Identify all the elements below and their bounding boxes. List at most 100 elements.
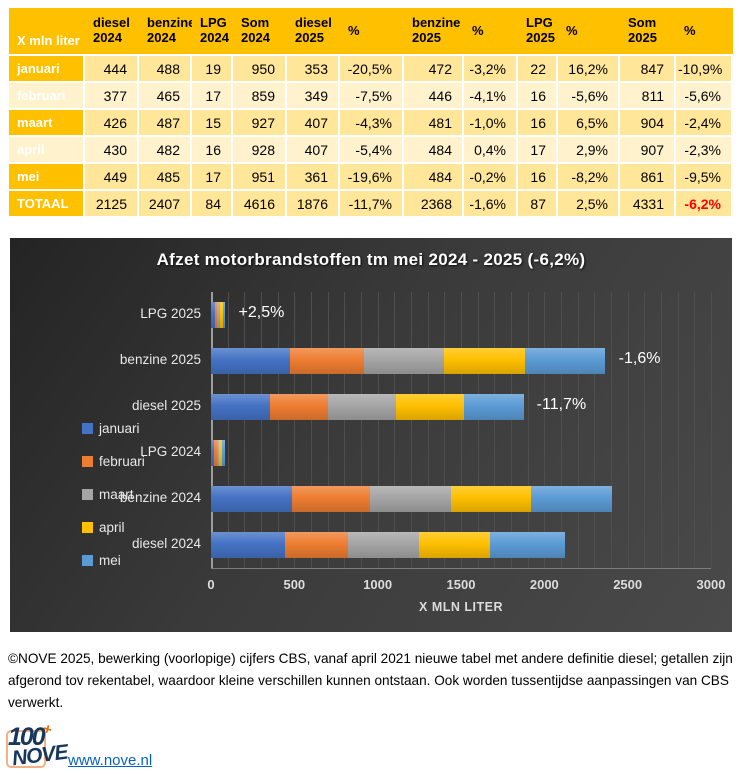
legend-item-mei: mei [82, 544, 145, 577]
table-cell: -1,6% [464, 191, 518, 218]
table-cell: -5,4% [340, 137, 404, 164]
table-cell: 950 [233, 56, 287, 83]
bar-segment-januari [211, 348, 290, 374]
table-cell: -10,9% [676, 56, 733, 83]
table-cell: 16 [518, 83, 558, 110]
table-cell: 353 [287, 56, 340, 83]
table-cell: 17 [518, 137, 558, 164]
gridline [227, 292, 229, 568]
table-cell: 407 [287, 110, 340, 137]
stacked-bar [211, 394, 524, 420]
bar-segment-januari [211, 532, 285, 558]
table-cell: -5,6% [676, 83, 733, 110]
bar-segment-mei [222, 440, 225, 466]
stacked-bar [211, 440, 225, 466]
table-cell: 4616 [233, 191, 287, 218]
stacked-bar [211, 486, 613, 512]
table-cell: -0,2% [464, 164, 518, 191]
fuel-sales-chart: Afzet motorbrandstoffen tm mei 2024 - 20… [10, 238, 732, 632]
table-cell: 488 [139, 56, 192, 83]
table-cell: 22 [518, 56, 558, 83]
table-cell: -4,1% [464, 83, 518, 110]
x-axis-tick: 3000 [696, 577, 726, 592]
table-cell: 0,4% [464, 137, 518, 164]
table-column-header: diesel 2024 [85, 8, 139, 56]
logo-nove-text: NOVE [10, 740, 69, 771]
table-cell: 847 [620, 56, 676, 83]
table-cell: 811 [620, 83, 676, 110]
gridline [427, 292, 429, 568]
table-cell: 16 [518, 110, 558, 137]
table-cell: 17 [192, 164, 233, 191]
bar-segment-april [450, 486, 532, 512]
gridline [611, 292, 612, 568]
bar-segment-mei [531, 486, 613, 512]
table-cell: 2125 [85, 191, 139, 218]
bar-segment-april [418, 532, 491, 558]
bar-segment-maart [217, 302, 220, 328]
table-cell: -2,4% [676, 110, 733, 137]
table-cell: 6,5% [558, 110, 620, 137]
chart-title: Afzet motorbrandstoffen tm mei 2024 - 20… [156, 250, 586, 269]
table-cell: 2407 [139, 191, 192, 218]
nove-website-link[interactable]: www.nove.nl [68, 752, 153, 770]
table-cell: -2,3% [676, 137, 733, 164]
table-cell: 861 [620, 164, 676, 191]
bar-segment-februari [214, 302, 218, 328]
table-column-header: LPG 2025 [518, 8, 558, 56]
table-cell: 2,9% [558, 137, 620, 164]
copyright-note: ©NOVE 2025, bewerking (voorlopige) cijfe… [8, 651, 733, 710]
table-cell: 928 [233, 137, 287, 164]
stacked-bar [211, 348, 606, 374]
table-column-header: % [676, 8, 733, 56]
stacked-bar [211, 302, 226, 328]
gridline [377, 292, 379, 568]
x-axis-tick: 1000 [363, 577, 393, 592]
table-cell: 19 [192, 56, 233, 83]
bar-value-label: -11,7% [536, 396, 587, 413]
bar-segment-maart [327, 394, 396, 420]
legend-swatch [82, 522, 93, 533]
table-cell: 907 [620, 137, 676, 164]
gridline [694, 292, 696, 568]
category-label: diesel 2025 [131, 398, 201, 413]
table-cell: 361 [287, 164, 340, 191]
gridline [644, 292, 646, 568]
gridline [294, 292, 296, 568]
table-cell: -8,2% [558, 164, 620, 191]
table-cell: 481 [404, 110, 464, 137]
bar-segment-maart [347, 532, 419, 558]
legend-item-januari: januari [82, 412, 145, 445]
table-cell: 349 [287, 83, 340, 110]
gridline [527, 292, 529, 568]
row-label: april [9, 137, 85, 164]
logo-100-text: 100 [8, 723, 46, 752]
table-row: april 430 482 16 928 407 -5,4% 484 0,4% 17 2,9% 907… [9, 137, 733, 164]
row-label: januari [9, 56, 85, 83]
table-cell: -1,0% [464, 110, 518, 137]
row-label: maart [9, 110, 85, 137]
table-cell: -11,7% [340, 191, 404, 218]
legend-swatch [82, 489, 93, 500]
table-cell: 904 [620, 110, 676, 137]
table-cell: 484 [404, 164, 464, 191]
table-column-header: Som 2025 [620, 8, 676, 56]
bar-segment-april [219, 440, 223, 466]
table-cell: 377 [85, 83, 139, 110]
legend-label: mei [99, 553, 121, 568]
table-row: mei 449 485 17 951 361 -19,6% 484 -0,2% 16 -8,2% 86… [9, 164, 733, 191]
bar-segment-maart [216, 440, 220, 466]
legend-swatch [82, 423, 93, 434]
x-axis-tick: 2000 [529, 577, 559, 592]
gridline [627, 292, 629, 568]
legend-label: februari [99, 454, 145, 469]
legend-item-februari: februari [82, 445, 145, 478]
gridline [494, 292, 496, 568]
table-cell: 4331 [620, 191, 676, 218]
gridline [577, 292, 579, 568]
gridline [661, 292, 662, 568]
legend-label: januari [99, 421, 140, 436]
category-label: benzine 2025 [119, 352, 201, 367]
gridline [277, 292, 279, 568]
gridline [244, 292, 246, 568]
